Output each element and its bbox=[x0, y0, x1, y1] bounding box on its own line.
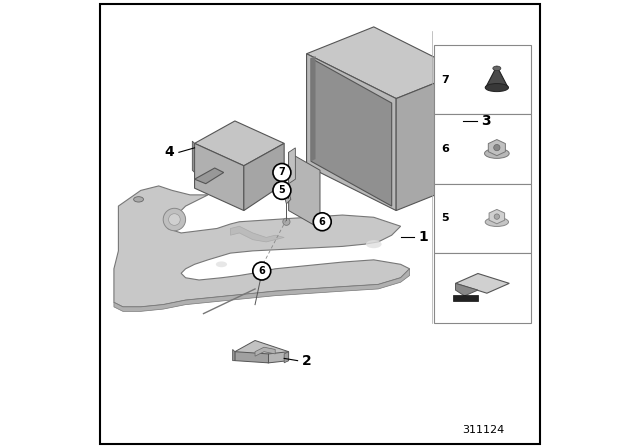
Text: 6: 6 bbox=[319, 217, 326, 227]
Text: 4: 4 bbox=[164, 145, 174, 159]
Bar bbox=[435, 184, 531, 253]
Circle shape bbox=[314, 213, 332, 231]
Polygon shape bbox=[195, 121, 284, 166]
Ellipse shape bbox=[366, 240, 381, 248]
Polygon shape bbox=[307, 54, 396, 211]
Text: 3: 3 bbox=[481, 114, 491, 128]
Polygon shape bbox=[284, 352, 289, 363]
Circle shape bbox=[273, 164, 291, 181]
Bar bbox=[435, 253, 531, 323]
Circle shape bbox=[273, 181, 291, 199]
Ellipse shape bbox=[484, 149, 509, 159]
Text: 2: 2 bbox=[302, 353, 312, 368]
Bar bbox=[453, 295, 478, 302]
Ellipse shape bbox=[134, 197, 143, 202]
Circle shape bbox=[493, 144, 500, 151]
Bar bbox=[435, 114, 531, 184]
Polygon shape bbox=[192, 141, 195, 172]
Text: 6: 6 bbox=[259, 266, 265, 276]
Polygon shape bbox=[244, 143, 284, 211]
Circle shape bbox=[163, 208, 186, 231]
Polygon shape bbox=[456, 284, 478, 296]
Text: 7: 7 bbox=[278, 168, 285, 177]
Polygon shape bbox=[486, 66, 508, 88]
Text: 1: 1 bbox=[419, 230, 428, 245]
Polygon shape bbox=[255, 347, 275, 356]
Polygon shape bbox=[195, 168, 224, 184]
Text: 7: 7 bbox=[442, 74, 449, 85]
Polygon shape bbox=[307, 27, 463, 99]
Polygon shape bbox=[456, 273, 509, 293]
Text: 5: 5 bbox=[278, 185, 285, 195]
Polygon shape bbox=[289, 152, 320, 228]
Circle shape bbox=[168, 214, 180, 225]
Polygon shape bbox=[235, 340, 289, 363]
Text: 6: 6 bbox=[442, 144, 449, 154]
Circle shape bbox=[253, 262, 271, 280]
Polygon shape bbox=[230, 226, 284, 242]
Polygon shape bbox=[235, 352, 269, 363]
Polygon shape bbox=[114, 186, 410, 307]
Polygon shape bbox=[114, 269, 410, 311]
Ellipse shape bbox=[485, 84, 509, 92]
Bar bbox=[435, 45, 531, 114]
Circle shape bbox=[258, 266, 266, 273]
Ellipse shape bbox=[493, 66, 501, 71]
Polygon shape bbox=[488, 140, 506, 156]
Text: 311124: 311124 bbox=[462, 425, 505, 435]
Circle shape bbox=[283, 218, 290, 225]
Polygon shape bbox=[278, 168, 291, 204]
Polygon shape bbox=[396, 72, 463, 211]
Text: 5: 5 bbox=[442, 213, 449, 224]
Ellipse shape bbox=[485, 218, 509, 227]
Polygon shape bbox=[269, 352, 289, 363]
Polygon shape bbox=[311, 56, 316, 161]
Circle shape bbox=[494, 214, 500, 220]
Ellipse shape bbox=[216, 262, 227, 267]
Polygon shape bbox=[289, 148, 296, 184]
Polygon shape bbox=[233, 349, 235, 361]
Polygon shape bbox=[489, 210, 504, 224]
Polygon shape bbox=[195, 143, 244, 211]
Polygon shape bbox=[311, 58, 392, 206]
